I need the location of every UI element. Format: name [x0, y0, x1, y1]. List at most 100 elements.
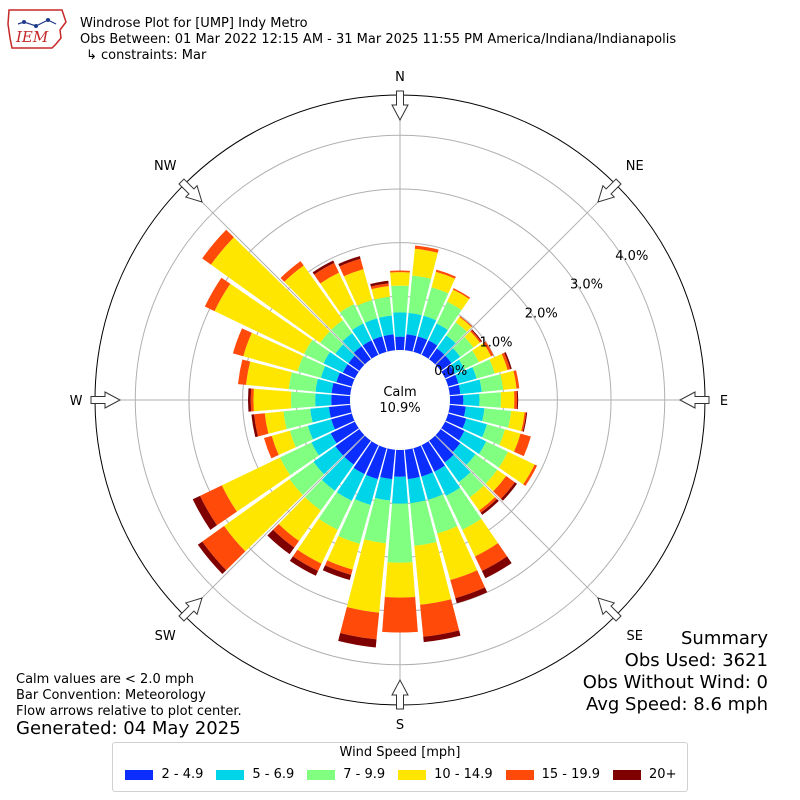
wind-bar-segment: [370, 283, 389, 290]
wind-bar-segment: [458, 379, 482, 395]
wind-bar-segment: [353, 346, 371, 365]
wind-bar-segment: [474, 543, 508, 571]
wind-bar-segment: [480, 499, 499, 515]
iowa-outline: [7, 9, 67, 49]
wind-bar-segment: [458, 472, 484, 498]
wind-bar-segment: [431, 271, 456, 294]
wind-bar-segment: [482, 424, 506, 446]
legend-label: 7 - 9.9: [343, 767, 386, 782]
wind-bar-segment: [384, 562, 416, 598]
legend-label: 5 - 6.9: [252, 767, 295, 782]
wind-bar-segment: [459, 316, 473, 328]
wind-bar-segment: [362, 340, 379, 359]
wind-bar-segment: [437, 526, 478, 581]
wind-bar-segment: [501, 352, 511, 370]
wind-bar-segment: [338, 633, 377, 648]
wind-bar-segment: [408, 275, 432, 316]
wind-bar-segment: [380, 448, 396, 480]
wind-bar-segment: [331, 413, 355, 430]
wind-bar-segment: [413, 336, 428, 355]
direction-label: NW: [154, 159, 177, 174]
wind-bar-segment: [382, 597, 418, 633]
wind-bar-segment: [352, 323, 372, 346]
flow-arrow-icon: [597, 178, 622, 203]
radial-tick-label: 0.0%: [434, 364, 467, 379]
wind-bar-segment: [508, 410, 525, 432]
iem-logo: IEM: [6, 8, 68, 54]
wind-bar-segment: [406, 312, 422, 336]
radial-tick-label: 4.0%: [615, 249, 648, 264]
wind-bar-segment: [343, 269, 373, 306]
wind-bar-segment: [482, 408, 512, 428]
wind-bar-segment: [283, 408, 313, 430]
wind-bar-segment: [315, 393, 332, 407]
wind-bar-segment: [371, 286, 390, 300]
legend-label: 10 - 14.9: [434, 767, 493, 782]
legend-swatch: [398, 769, 427, 780]
legend-item: 15 - 19.9: [505, 767, 601, 782]
radial-tick-label: 1.0%: [479, 335, 512, 350]
wind-bar-segment: [493, 475, 515, 499]
wind-bar-segment: [404, 334, 417, 352]
wind-bar-segment: [253, 388, 292, 412]
wind-bar-segment: [393, 312, 407, 337]
wind-bar-segment: [435, 429, 461, 452]
legend-swatch: [613, 769, 642, 780]
wind-bar-segment: [479, 392, 502, 408]
wind-bar-segment: [420, 599, 460, 637]
wind-bar-segment: [323, 352, 348, 373]
wind-bar-segment: [364, 497, 391, 544]
legend-label: 15 - 19.9: [541, 767, 601, 782]
obs-without-wind: Obs Without Wind: 0: [582, 672, 768, 693]
wind-bar-segment: [516, 390, 519, 410]
wind-bar-segment: [238, 359, 251, 385]
direction-labels: N NE E SE S SW W NW: [70, 70, 729, 733]
wind-bar-segment: [248, 388, 252, 412]
flow-arrow-icon: [178, 178, 203, 203]
direction-label: SE: [627, 629, 643, 644]
wind-bar-segment: [202, 229, 234, 265]
wind-bar-segment: [483, 341, 494, 357]
wind-bar-segment: [331, 382, 352, 396]
wind-bar-segment: [336, 372, 355, 387]
wind-bar-segment: [327, 535, 360, 570]
wind-bar-segment: [472, 342, 492, 363]
notes-block: Calm values are < 2.0 mph Bar Convention…: [16, 672, 242, 720]
wind-bar-segment: [272, 523, 300, 548]
summary-title: Summary: [681, 628, 768, 649]
wind-bar-segment: [338, 499, 371, 544]
wind-bar-segment: [466, 454, 498, 484]
wind-bar-segment: [318, 492, 352, 530]
direction-label: E: [720, 394, 728, 409]
constraints-text: ↳ constraints: Mar: [86, 48, 207, 63]
wind-bar-segment: [312, 260, 335, 275]
wind-bar-segment: [479, 497, 497, 513]
wind-bar-segment: [264, 411, 287, 434]
wind-bar-segment: [500, 370, 517, 390]
wind-bar-segment: [448, 384, 461, 396]
wind-bar-segment: [321, 456, 354, 491]
wind-bar-segment: [313, 446, 344, 475]
wind-bar-segment: [304, 479, 335, 511]
generated-date: Generated: 04 May 2025: [16, 718, 241, 739]
flow-arrow-icon: [391, 678, 409, 710]
wind-bar-segment: [421, 340, 438, 359]
wind-bar-segment: [390, 270, 410, 273]
wind-bar-segment: [348, 355, 365, 371]
calm-value: 10.9%: [379, 401, 420, 416]
legend-swatch: [216, 769, 245, 780]
wind-bar-segment: [523, 464, 538, 486]
radial-tick-labels: 0.0% 1.0% 2.0% 3.0% 4.0%: [434, 249, 648, 379]
wind-bar-segment: [224, 479, 303, 552]
wind-bar-segment: [435, 269, 456, 279]
wind-bar-segment: [421, 472, 443, 500]
wind-bar-segment: [428, 323, 448, 346]
wind-bar-segment: [387, 503, 413, 563]
wind-bar-segment: [197, 541, 227, 574]
wind-bar-segment: [250, 388, 254, 412]
wind-bar-segment: [297, 356, 326, 378]
wind-bar-segment: [297, 518, 338, 564]
calm-circle: [350, 350, 450, 450]
wind-bar-segment: [498, 451, 535, 485]
obs-used: Obs Used: 3621: [624, 650, 768, 671]
